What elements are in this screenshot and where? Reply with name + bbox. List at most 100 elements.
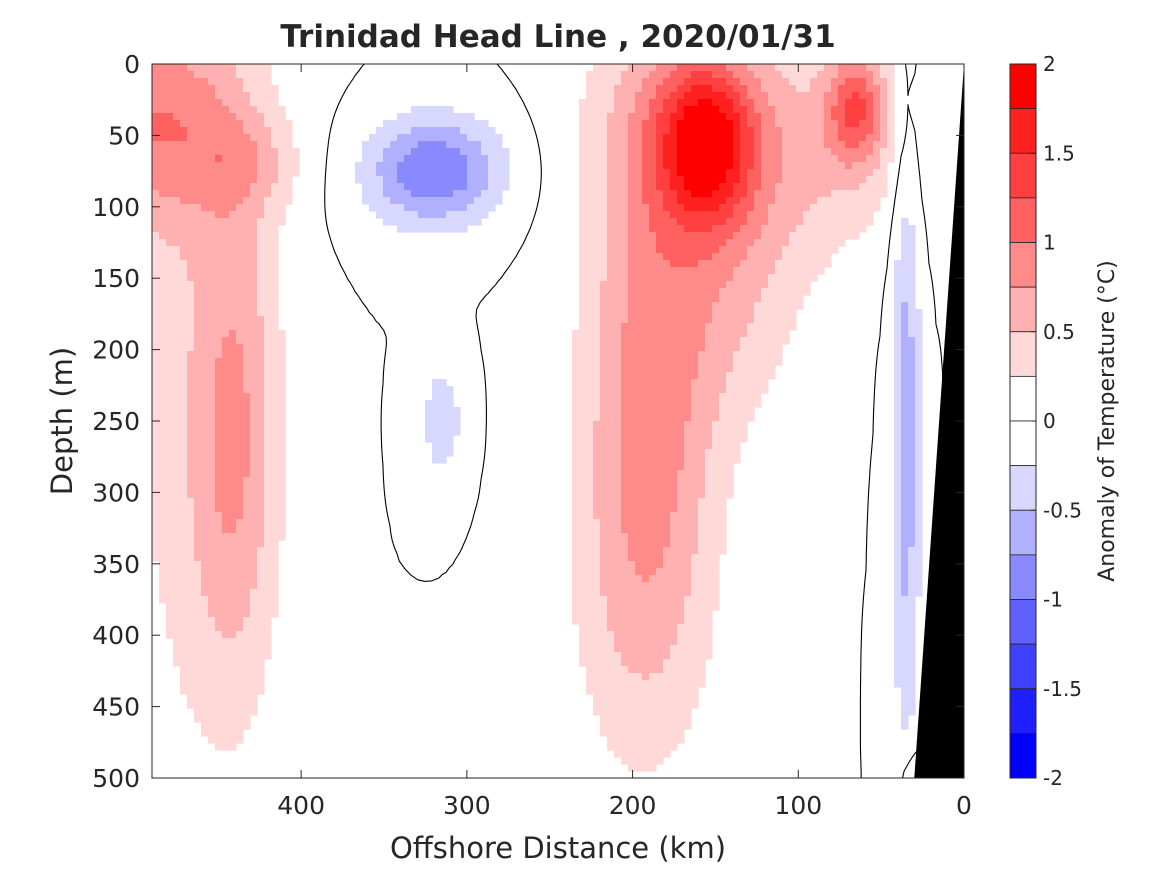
field-cell: [271, 113, 279, 121]
field-cell: [243, 330, 251, 338]
field-cell: [621, 155, 629, 163]
field-cell: [894, 589, 902, 597]
field-cell: [698, 365, 706, 373]
field-cell: [670, 561, 678, 569]
field-cell: [173, 274, 181, 282]
field-cell: [789, 267, 797, 275]
field-cell: [705, 176, 713, 184]
field-cell: [621, 78, 629, 86]
field-cell: [215, 141, 223, 149]
field-cell: [852, 183, 860, 191]
field-cell: [635, 638, 643, 646]
field-cell: [215, 582, 223, 590]
field-cell: [194, 253, 202, 261]
field-cell: [215, 344, 223, 352]
field-cell: [845, 71, 853, 79]
field-cell: [446, 134, 454, 142]
field-cell: [166, 169, 174, 177]
field-cell: [215, 547, 223, 555]
field-cell: [152, 379, 160, 387]
field-cell: [159, 449, 167, 457]
field-cell: [278, 491, 286, 499]
field-cell: [642, 400, 650, 408]
field-cell: [187, 631, 195, 639]
field-cell: [817, 148, 825, 156]
field-cell: [901, 260, 909, 268]
field-cell: [187, 148, 195, 156]
field-cell: [733, 190, 741, 198]
field-cell: [264, 64, 272, 72]
field-cell: [775, 218, 783, 226]
field-cell: [621, 386, 629, 394]
field-cell: [271, 442, 279, 450]
field-cell: [901, 449, 909, 457]
field-cell: [803, 232, 811, 240]
field-cell: [593, 246, 601, 254]
field-cell: [810, 64, 818, 72]
field-cell: [677, 694, 685, 702]
field-cell: [614, 295, 622, 303]
field-cell: [215, 267, 223, 275]
field-cell: [705, 211, 713, 219]
field-cell: [747, 225, 755, 233]
field-cell: [425, 127, 433, 135]
field-cell: [901, 610, 909, 618]
field-cell: [278, 120, 286, 128]
field-cell: [635, 589, 643, 597]
field-cell: [586, 652, 594, 660]
field-cell: [614, 155, 622, 163]
field-cell: [677, 582, 685, 590]
field-cell: [215, 414, 223, 422]
field-cell: [285, 134, 293, 142]
field-cell: [670, 631, 678, 639]
field-cell: [614, 449, 622, 457]
field-cell: [614, 673, 622, 681]
field-cell: [250, 484, 258, 492]
field-cell: [747, 120, 755, 128]
field-cell: [698, 652, 706, 660]
field-cell: [635, 505, 643, 513]
field-cell: [607, 232, 615, 240]
field-cell: [586, 673, 594, 681]
field-cell: [712, 414, 720, 422]
field-cell: [180, 218, 188, 226]
field-cell: [201, 127, 209, 135]
field-cell: [404, 197, 412, 205]
field-cell: [607, 351, 615, 359]
field-cell: [600, 302, 608, 310]
field-cell: [257, 666, 265, 674]
field-cell: [208, 211, 216, 219]
field-cell: [747, 232, 755, 240]
field-cell: [432, 197, 440, 205]
field-cell: [271, 253, 279, 261]
field-cell: [642, 652, 650, 660]
field-cell: [908, 267, 916, 275]
field-cell: [733, 274, 741, 282]
field-cell: [572, 505, 580, 513]
field-cell: [187, 554, 195, 562]
field-cell: [649, 421, 657, 429]
field-cell: [201, 617, 209, 625]
field-cell: [754, 281, 762, 289]
field-cell: [201, 673, 209, 681]
field-cell: [278, 155, 286, 163]
field-cell: [257, 449, 265, 457]
field-cell: [152, 526, 160, 534]
field-cell: [698, 288, 706, 296]
field-cell: [460, 169, 468, 177]
field-cell: [572, 386, 580, 394]
field-cell: [180, 652, 188, 660]
field-cell: [649, 225, 657, 233]
field-cell: [670, 421, 678, 429]
field-cell: [166, 302, 174, 310]
field-cell: [467, 148, 475, 156]
field-cell: [285, 148, 293, 156]
field-cell: [586, 386, 594, 394]
field-cell: [894, 519, 902, 527]
field-cell: [152, 456, 160, 464]
field-cell: [187, 120, 195, 128]
field-cell: [691, 547, 699, 555]
field-cell: [572, 365, 580, 373]
field-cell: [810, 134, 818, 142]
field-cell: [649, 512, 657, 520]
